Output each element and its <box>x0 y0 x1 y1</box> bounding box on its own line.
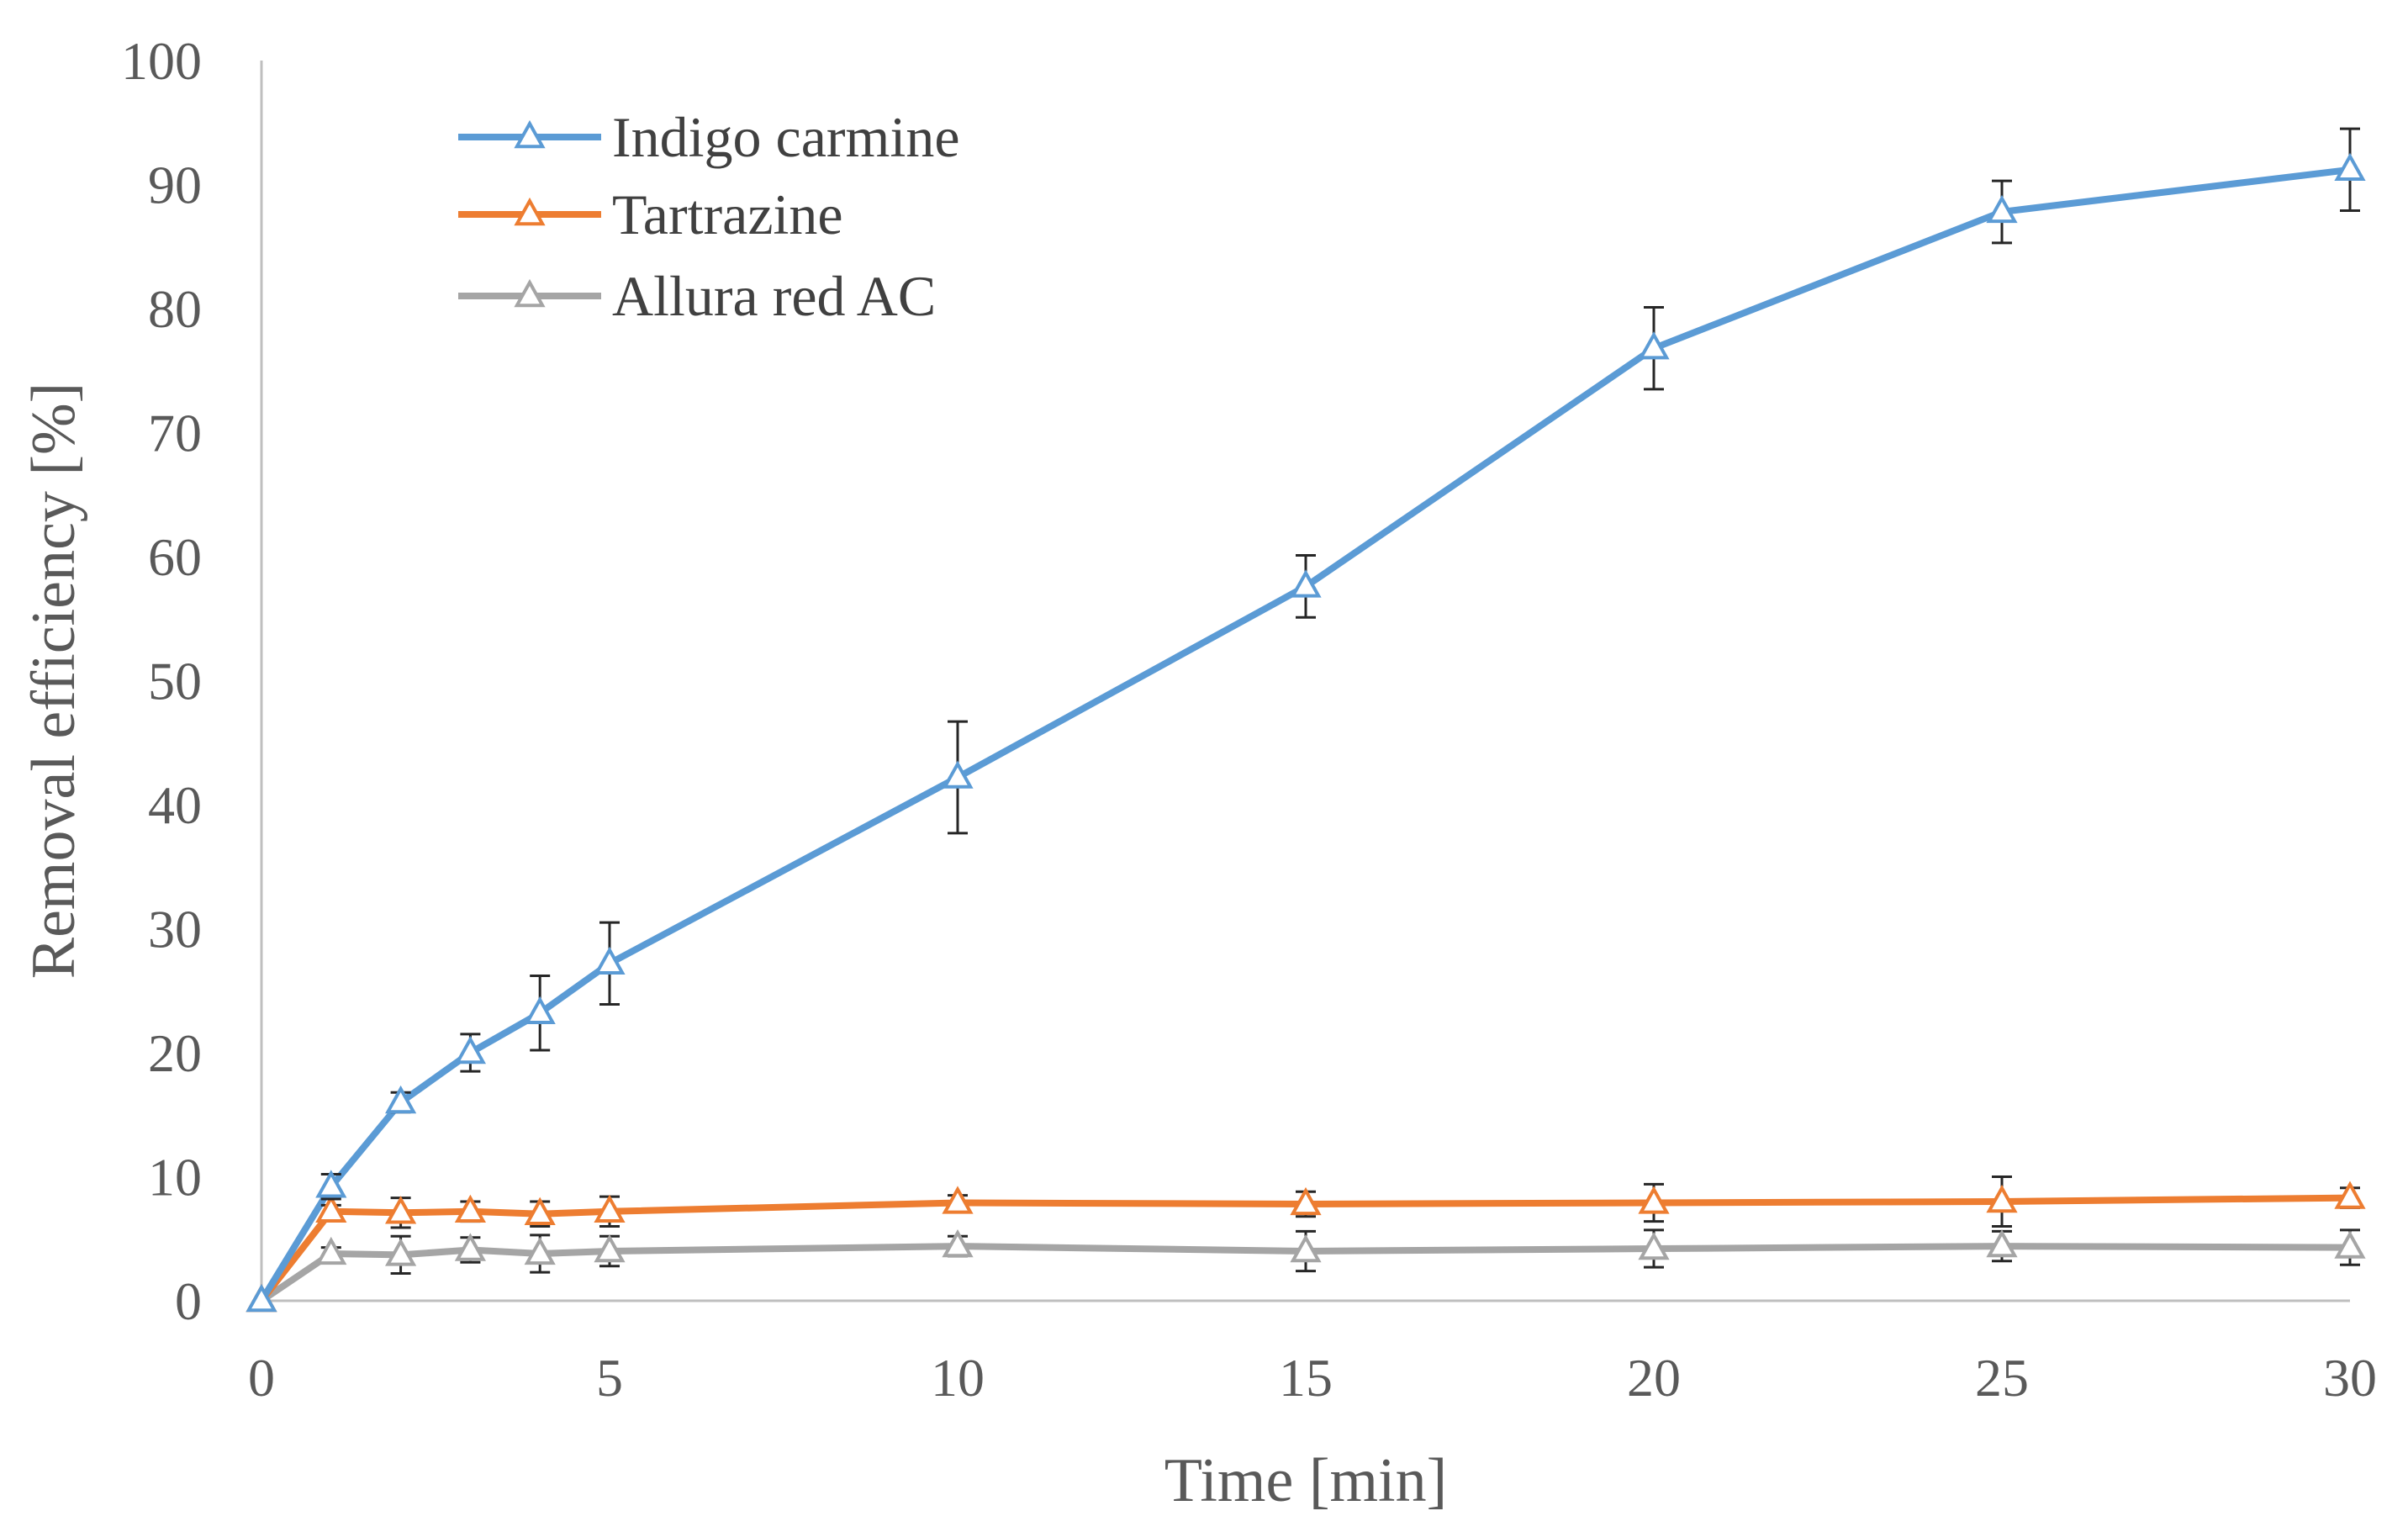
data-point-indigo-carmine <box>454 1035 487 1064</box>
data-point-tartrazine <box>1290 1186 1322 1216</box>
data-point-allura-red-ac <box>2334 1230 2366 1259</box>
data-point-allura-red-ac <box>1290 1234 1322 1263</box>
data-point-allura-red-ac <box>315 1236 347 1265</box>
data-point-indigo-carmine <box>524 996 556 1024</box>
data-point-tartrazine <box>315 1194 347 1223</box>
data-point-allura-red-ac <box>942 1229 974 1258</box>
data-point-indigo-carmine <box>1290 569 1322 598</box>
x-tick-label: 15 <box>1279 1348 1333 1408</box>
legend-marker-indigo-carmine <box>514 119 546 149</box>
legend: Indigo carmine Tartrazine Allura red AC <box>458 105 960 328</box>
data-point-allura-red-ac <box>1638 1231 1670 1260</box>
series-line-indigo-carmine <box>258 166 2353 1304</box>
legend-label-indigo-carmine: Indigo carmine <box>612 105 960 169</box>
x-tick-label: 30 <box>2323 1348 2377 1408</box>
y-axis-title: Removal efficiency [%] <box>19 383 88 980</box>
y-tick-label: 60 <box>148 527 202 587</box>
data-point-tartrazine <box>594 1194 626 1223</box>
data-point-tartrazine <box>524 1197 556 1225</box>
x-tick-label: 20 <box>1627 1348 1681 1408</box>
y-tick-label: 80 <box>148 279 202 339</box>
data-point-allura-red-ac <box>594 1234 626 1263</box>
x-axis-title: Time [min] <box>1164 1446 1447 1515</box>
data-point-tartrazine <box>1638 1186 1670 1214</box>
x-tick-label: 10 <box>931 1348 985 1408</box>
data-point-allura-red-ac <box>454 1233 487 1261</box>
data-point-tartrazine <box>454 1194 487 1223</box>
data-point-indigo-carmine <box>246 1283 277 1313</box>
plot-series <box>246 127 2366 1313</box>
data-point-indigo-carmine <box>315 1170 347 1198</box>
data-point-indigo-carmine <box>1986 194 2018 224</box>
data-point-indigo-carmine <box>384 1085 417 1114</box>
legend-marker-allura-red-ac <box>514 278 546 308</box>
data-point-indigo-carmine <box>1638 331 1670 360</box>
legend-label-tartrazine: Tartrazine <box>612 182 843 246</box>
data-point-indigo-carmine <box>2334 152 2366 181</box>
data-point-allura-red-ac <box>524 1236 556 1265</box>
x-tick-label: 5 <box>596 1348 623 1408</box>
x-tick-label: 25 <box>1975 1348 2029 1408</box>
y-tick-label: 50 <box>148 652 202 711</box>
data-point-indigo-carmine <box>594 946 626 975</box>
y-tick-label: 100 <box>121 31 202 91</box>
y-tick-label: 70 <box>148 404 202 463</box>
y-tick-label: 20 <box>148 1023 202 1083</box>
data-point-allura-red-ac <box>1986 1229 2018 1258</box>
y-tick-label: 40 <box>148 775 202 835</box>
y-tick-label: 0 <box>175 1271 202 1331</box>
legend-label-allura-red-ac: Allura red AC <box>612 264 936 328</box>
x-tick-labels: 0 5 10 15 20 25 30 <box>248 1348 2377 1408</box>
y-tick-label: 90 <box>148 156 202 215</box>
data-point-tartrazine <box>384 1196 417 1224</box>
data-point-allura-red-ac <box>384 1238 417 1266</box>
data-point-tartrazine <box>1986 1184 2018 1213</box>
y-tick-labels: 0 10 20 30 40 50 60 70 80 90 100 <box>121 31 202 1331</box>
x-tick-label: 0 <box>248 1348 275 1408</box>
y-tick-label: 30 <box>148 900 202 959</box>
y-tick-label: 10 <box>148 1148 202 1207</box>
legend-marker-tartrazine <box>514 197 546 226</box>
data-point-tartrazine <box>942 1186 974 1214</box>
data-point-indigo-carmine <box>942 760 974 789</box>
data-point-tartrazine <box>2334 1181 2366 1209</box>
